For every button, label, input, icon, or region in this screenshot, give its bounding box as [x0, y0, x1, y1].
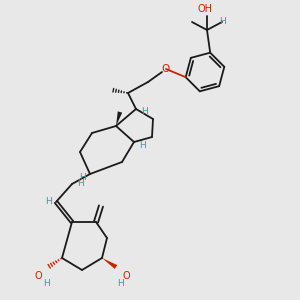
Text: H: H — [76, 178, 83, 188]
Text: H: H — [45, 196, 51, 206]
Text: H: H — [142, 106, 148, 116]
Polygon shape — [116, 111, 122, 126]
Text: H: H — [117, 280, 123, 289]
Text: H: H — [80, 173, 86, 182]
Text: O: O — [122, 271, 130, 281]
Text: H: H — [140, 140, 146, 149]
Text: OH: OH — [197, 4, 212, 14]
Text: O: O — [34, 271, 42, 281]
Polygon shape — [102, 258, 117, 269]
Text: H: H — [219, 17, 225, 26]
Text: O: O — [162, 64, 170, 74]
Text: H: H — [43, 280, 50, 289]
